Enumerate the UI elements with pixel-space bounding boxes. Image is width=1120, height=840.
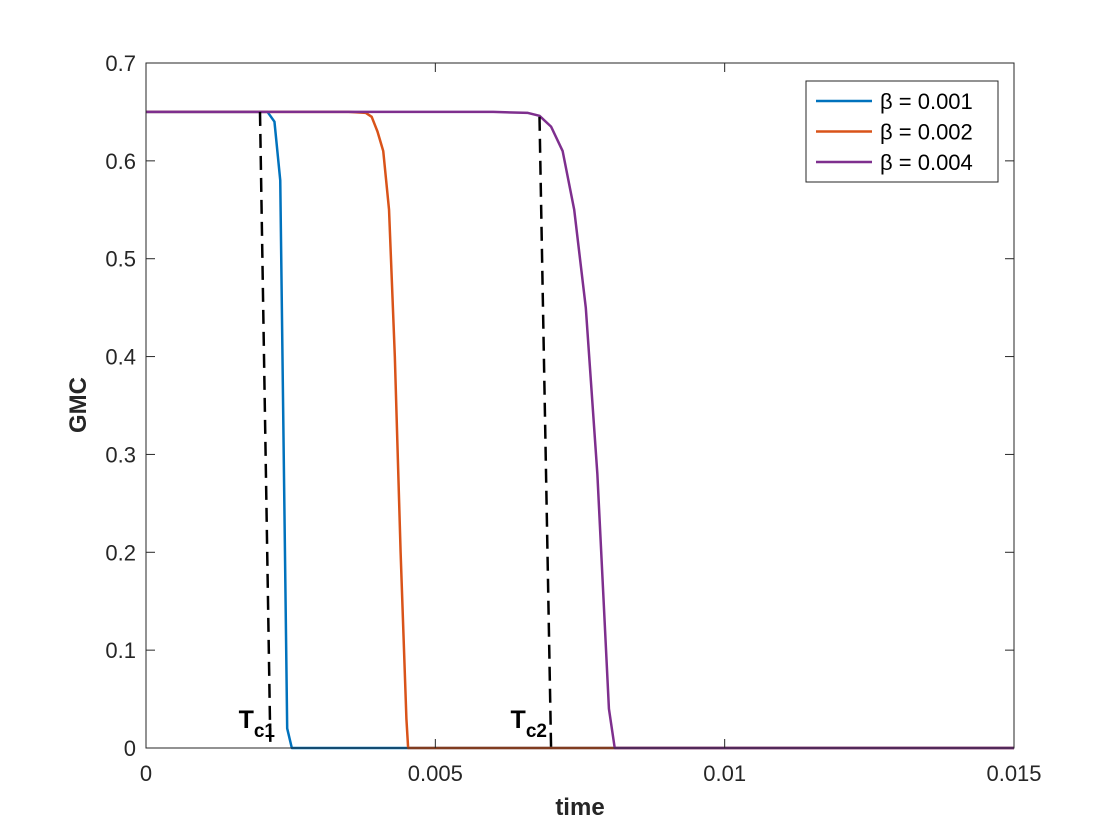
- y-tick-label: 0.3: [105, 442, 136, 467]
- x-axis-label: time: [555, 794, 604, 821]
- y-axis-label: GMC: [65, 377, 92, 433]
- y-tick-label: 0.6: [105, 149, 136, 174]
- tick-layer: 0 0.005 0.01 0.015 0 0.1 0.2 0.3 0.4 0.5 0.6 0.7: [105, 51, 1041, 786]
- axes-box: [145, 62, 1015, 749]
- legend-label-1: β = 0.001: [880, 89, 973, 114]
- y-tick-label: 0.2: [105, 540, 136, 565]
- legend: β = 0.001 β = 0.002 β = 0.004: [805, 80, 999, 183]
- x-tick-label: 0.015: [986, 761, 1041, 786]
- x-tick-label: 0.005: [408, 761, 463, 786]
- x-tick-label: 0.01: [703, 761, 746, 786]
- annotation-layer: Tc1 Tc2: [239, 111, 553, 749]
- critical-time-dashed-line-2: [538, 116, 553, 749]
- y-tick-label: 0: [124, 736, 136, 761]
- critical-time-label-sub: c1: [254, 721, 276, 742]
- critical-time-label-2: Tc2: [511, 706, 547, 742]
- critical-time-label-1: Tc1: [239, 706, 276, 742]
- y-tick-label: 0.4: [105, 345, 136, 370]
- critical-time-label-main: T: [511, 706, 526, 734]
- y-tick-label: 0.5: [105, 247, 136, 272]
- critical-time-label-main: T: [239, 706, 254, 734]
- x-tick-label: 0: [140, 761, 152, 786]
- critical-time-dashed-line-1: [258, 111, 272, 749]
- legend-label-3: β = 0.004: [880, 150, 973, 175]
- y-tick-label: 0.7: [105, 51, 136, 76]
- y-tick-label: 0.1: [105, 638, 136, 663]
- critical-time-label-sub: c2: [526, 721, 547, 742]
- legend-label-2: β = 0.002: [880, 120, 973, 145]
